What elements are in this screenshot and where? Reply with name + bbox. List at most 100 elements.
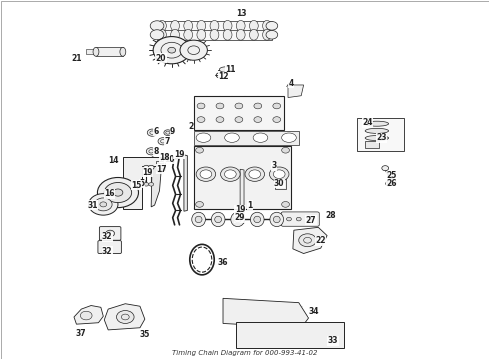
Ellipse shape: [365, 135, 389, 140]
Ellipse shape: [224, 133, 239, 142]
Circle shape: [147, 129, 157, 136]
Text: 26: 26: [386, 179, 397, 188]
Circle shape: [254, 117, 262, 122]
Ellipse shape: [171, 30, 179, 40]
Circle shape: [113, 189, 123, 196]
Circle shape: [150, 30, 164, 40]
Text: 32: 32: [102, 232, 113, 241]
Circle shape: [273, 170, 285, 179]
Ellipse shape: [223, 21, 232, 31]
Ellipse shape: [282, 133, 296, 142]
Circle shape: [296, 217, 301, 221]
Text: 10: 10: [164, 155, 174, 164]
Ellipse shape: [250, 212, 264, 226]
Circle shape: [235, 103, 243, 109]
Ellipse shape: [171, 21, 179, 31]
Text: 34: 34: [308, 307, 318, 316]
Ellipse shape: [210, 21, 219, 31]
Text: 5: 5: [140, 179, 145, 188]
Text: 3: 3: [271, 161, 277, 170]
Bar: [357, 118, 404, 150]
Ellipse shape: [253, 133, 268, 142]
Circle shape: [254, 103, 262, 109]
Polygon shape: [293, 227, 327, 253]
Circle shape: [89, 194, 118, 215]
Circle shape: [382, 166, 389, 171]
Ellipse shape: [365, 129, 389, 134]
Circle shape: [106, 230, 115, 237]
Circle shape: [144, 165, 149, 170]
Text: 2: 2: [189, 122, 194, 131]
Text: 21: 21: [71, 54, 82, 63]
Text: 6: 6: [153, 127, 159, 136]
Polygon shape: [74, 306, 103, 324]
Bar: [157, 30, 272, 40]
Text: 15: 15: [131, 181, 142, 190]
Text: 19: 19: [142, 168, 152, 177]
Bar: [194, 131, 299, 145]
Circle shape: [149, 183, 154, 186]
Text: 4: 4: [289, 79, 294, 88]
Bar: [236, 322, 343, 348]
Ellipse shape: [197, 21, 206, 31]
Text: Timing Chain Diagram for 000-993-41-02: Timing Chain Diagram for 000-993-41-02: [172, 350, 318, 356]
Bar: [156, 161, 165, 170]
Circle shape: [249, 170, 261, 179]
Ellipse shape: [236, 30, 245, 40]
Ellipse shape: [196, 133, 211, 142]
Bar: [275, 175, 286, 189]
Text: 36: 36: [218, 258, 228, 267]
Ellipse shape: [197, 30, 206, 40]
Ellipse shape: [184, 21, 193, 31]
Ellipse shape: [158, 30, 166, 40]
Text: 37: 37: [76, 329, 87, 338]
Circle shape: [117, 311, 134, 323]
Text: 11: 11: [225, 65, 236, 74]
Bar: [194, 96, 284, 130]
Circle shape: [200, 170, 212, 179]
FancyBboxPatch shape: [98, 240, 122, 253]
Circle shape: [387, 179, 396, 185]
Bar: [96, 47, 123, 56]
Circle shape: [273, 103, 281, 109]
Circle shape: [299, 234, 317, 247]
Circle shape: [266, 22, 278, 30]
Circle shape: [287, 217, 292, 221]
Ellipse shape: [249, 21, 258, 31]
Ellipse shape: [365, 121, 389, 126]
Text: 18: 18: [159, 153, 170, 162]
Bar: [365, 140, 379, 148]
Circle shape: [282, 147, 290, 153]
FancyBboxPatch shape: [99, 226, 121, 240]
Circle shape: [266, 31, 278, 39]
Circle shape: [216, 103, 224, 109]
Ellipse shape: [192, 212, 205, 226]
Ellipse shape: [210, 30, 219, 40]
Ellipse shape: [158, 21, 166, 31]
Text: 9: 9: [170, 127, 175, 136]
Text: 19: 19: [235, 205, 245, 214]
Text: 24: 24: [362, 118, 372, 127]
Ellipse shape: [195, 216, 202, 223]
Text: 20: 20: [156, 54, 166, 63]
Circle shape: [158, 138, 168, 145]
Text: 33: 33: [328, 336, 338, 345]
Text: 1: 1: [247, 201, 252, 210]
Circle shape: [197, 117, 205, 122]
Text: 7: 7: [164, 137, 170, 146]
Circle shape: [216, 117, 224, 122]
Circle shape: [153, 37, 190, 64]
Circle shape: [147, 148, 156, 155]
Circle shape: [148, 165, 154, 170]
Ellipse shape: [120, 47, 126, 56]
Circle shape: [196, 167, 216, 181]
Circle shape: [161, 156, 169, 162]
Text: 31: 31: [87, 201, 98, 210]
Circle shape: [197, 103, 205, 109]
Ellipse shape: [220, 67, 232, 72]
Circle shape: [224, 170, 236, 179]
Bar: [194, 146, 292, 209]
Circle shape: [100, 202, 107, 207]
Circle shape: [180, 40, 207, 60]
Text: 30: 30: [274, 179, 285, 188]
